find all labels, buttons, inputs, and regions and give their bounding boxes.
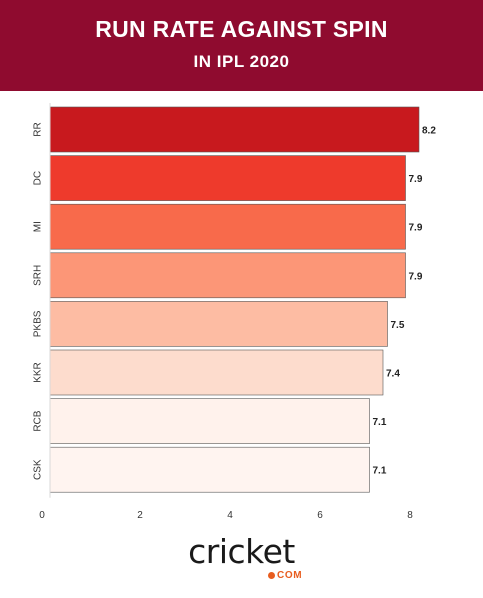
x-tick-label: 8 bbox=[407, 510, 413, 521]
bar-value-label: 7.4 bbox=[386, 369, 400, 380]
logo-sub-wordmark: COM bbox=[268, 570, 302, 581]
logo-sub-text: COM bbox=[277, 570, 303, 581]
bar-value-label: 7.9 bbox=[409, 174, 423, 185]
cricket-com-logo: cricket COM bbox=[0, 532, 483, 581]
x-tick-label: 2 bbox=[137, 510, 143, 521]
bar bbox=[49, 106, 420, 153]
bar bbox=[49, 252, 406, 299]
bar-value-label: 7.5 bbox=[391, 320, 405, 331]
bar bbox=[49, 446, 370, 493]
x-tick-label: 0 bbox=[39, 510, 45, 521]
y-tick-label: MI bbox=[33, 221, 44, 232]
bar bbox=[49, 301, 388, 347]
bar-value-label: 7.9 bbox=[409, 271, 423, 282]
bar-value-label: 7.1 bbox=[373, 466, 387, 477]
y-tick-label: KKR bbox=[33, 362, 44, 383]
bar-value-label: 7.9 bbox=[409, 223, 423, 234]
y-tick-label: PKBS bbox=[33, 310, 44, 337]
bar bbox=[49, 203, 406, 250]
y-tick-label: SRH bbox=[33, 265, 44, 286]
x-tick-label: 6 bbox=[317, 510, 323, 521]
y-tick-label: CSK bbox=[33, 459, 44, 480]
logo-dot-icon bbox=[268, 571, 275, 579]
bar bbox=[49, 398, 370, 444]
bar-value-label: 8.2 bbox=[422, 126, 436, 137]
logo-wordmark: cricket bbox=[188, 532, 295, 571]
x-tick-label: 4 bbox=[227, 510, 233, 521]
y-tick-label: RCB bbox=[33, 410, 44, 431]
title-banner: RUN RATE AGAINST SPIN IN IPL 2020 bbox=[0, 0, 483, 91]
y-tick-label: DC bbox=[33, 171, 44, 185]
bar bbox=[49, 155, 406, 201]
y-tick-label: RR bbox=[33, 122, 44, 136]
bar-chart: 8.2 RR 7.9 DC 7.9 MI 7.9 SRH 7.5 PKBS 7.4 KKR 7.1 RCB… bbox=[33, 103, 436, 521]
bar bbox=[49, 349, 384, 396]
chart-title: RUN RATE AGAINST SPIN bbox=[95, 16, 388, 42]
bar-value-label: 7.1 bbox=[373, 417, 387, 428]
chart-subtitle: IN IPL 2020 bbox=[193, 52, 290, 71]
